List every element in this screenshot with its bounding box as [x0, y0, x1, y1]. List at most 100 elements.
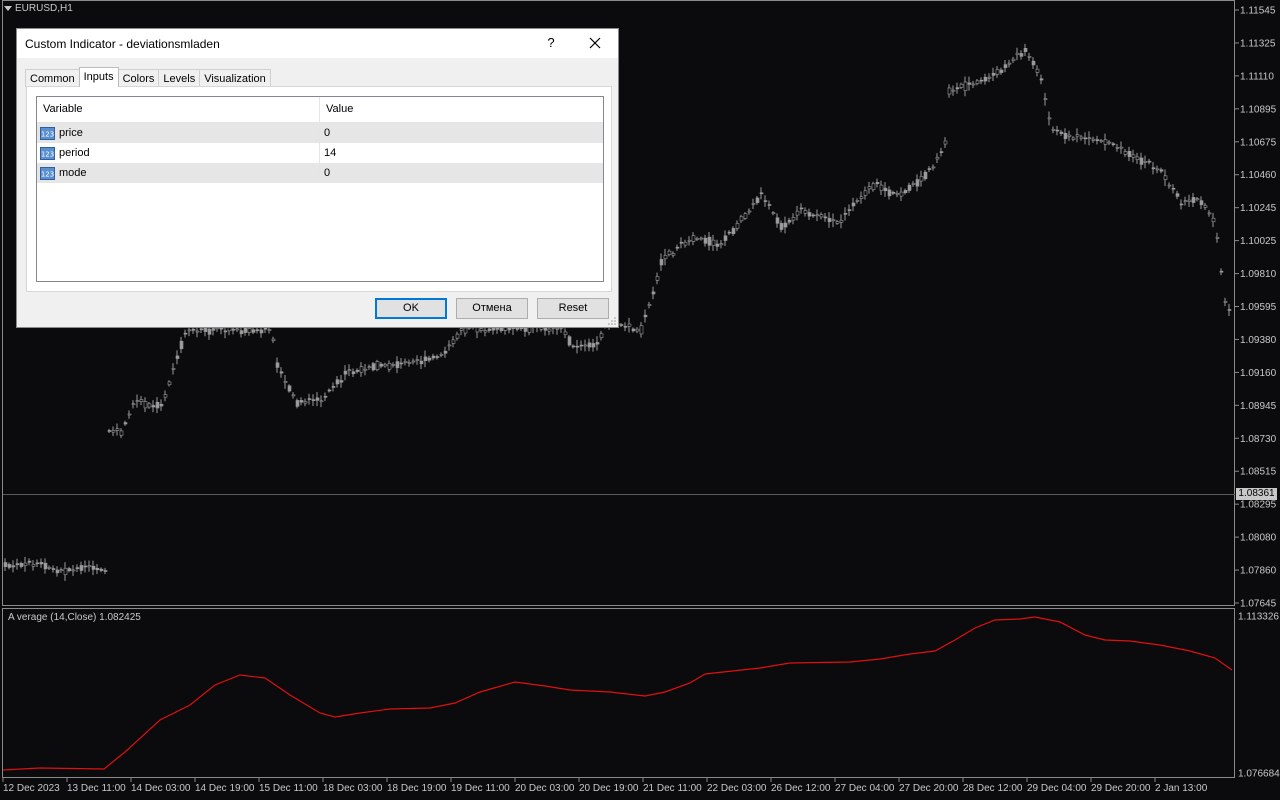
price-axis-label: 1.09595: [1240, 302, 1277, 313]
time-axis-label: 13 Dec 11:00: [67, 783, 126, 794]
candle-body: [751, 203, 756, 205]
price-axis-label: 1.10025: [1240, 236, 1277, 247]
candle-body: [847, 209, 852, 211]
tab-visualization[interactable]: Visualization: [199, 69, 271, 87]
candle-body: [151, 405, 156, 408]
candle-body: [1091, 138, 1096, 141]
candle-body: [91, 565, 96, 570]
param-row-price[interactable]: 123 price 0: [37, 123, 603, 143]
dialog-tabs: Common Inputs Colors Levels Visualizatio…: [25, 67, 271, 87]
cancel-button[interactable]: Отмена: [456, 298, 528, 319]
candle-body: [47, 566, 52, 569]
candle-body: [643, 314, 648, 318]
candle-body: [367, 366, 372, 368]
candle-body: [587, 342, 592, 348]
candle-body: [927, 168, 932, 170]
candle-body: [275, 362, 280, 368]
candle-body: [815, 214, 820, 217]
close-icon[interactable]: [585, 33, 605, 53]
time-axis-label: 14 Dec 03:00: [131, 783, 191, 794]
candle-body: [951, 89, 956, 92]
tab-colors[interactable]: Colors: [117, 69, 160, 87]
price-axis-label: 1.10675: [1240, 137, 1277, 148]
candle-body: [1159, 169, 1164, 172]
candle-body: [1215, 236, 1220, 239]
candle-body: [687, 239, 692, 242]
candle-body: [355, 369, 360, 372]
candle-body: [835, 221, 840, 224]
price-axis-label: 1.09810: [1240, 269, 1277, 280]
resize-grip-icon[interactable]: [608, 317, 616, 325]
reset-button[interactable]: Reset: [537, 298, 609, 319]
candle-body: [819, 214, 824, 218]
price-axis-label: 1.11110: [1240, 71, 1274, 82]
candle-body: [791, 217, 796, 221]
candle-body: [851, 202, 856, 207]
candle-body: [887, 189, 892, 197]
candle-body: [95, 568, 100, 571]
column-header-variable[interactable]: Variable: [37, 97, 320, 122]
candle-body: [623, 325, 628, 328]
candle-body: [319, 400, 324, 403]
candle-body: [703, 237, 708, 244]
candle-body: [39, 562, 44, 565]
candle-body: [63, 567, 68, 576]
param-name: mode: [59, 167, 87, 179]
candle-body: [647, 304, 652, 306]
candle-body: [139, 399, 144, 402]
candle-body: [591, 343, 596, 348]
param-value[interactable]: 14: [324, 147, 337, 159]
candle-body: [383, 363, 388, 367]
candle-body: [323, 395, 328, 398]
help-button[interactable]: ?: [547, 35, 555, 50]
candle-body: [171, 368, 176, 370]
symbol-label[interactable]: EURUSD,H1: [4, 3, 73, 14]
candle-body: [371, 363, 376, 371]
param-row-mode[interactable]: 123 mode 0: [37, 163, 603, 183]
candle-body: [735, 222, 740, 229]
candle-body: [1227, 309, 1232, 311]
time-axis-label: 18 Dec 19:00: [387, 783, 447, 794]
candle-body: [287, 385, 292, 392]
param-value[interactable]: 0: [324, 167, 331, 179]
candle-body: [159, 403, 164, 407]
column-header-value[interactable]: Value: [326, 103, 354, 115]
candle-body: [203, 327, 208, 332]
candle-body: [87, 565, 92, 568]
tab-common[interactable]: Common: [25, 69, 80, 87]
candle-body: [183, 332, 188, 335]
time-axis-label: 14 Dec 19:00: [195, 783, 255, 794]
candle-body: [423, 356, 428, 361]
candle-body: [15, 563, 20, 566]
candle-body: [663, 255, 668, 260]
candle-body: [23, 562, 28, 566]
dropdown-triangle-icon[interactable]: [4, 6, 12, 11]
candle-body: [1171, 187, 1176, 190]
candle-body: [1143, 161, 1148, 163]
param-row-period[interactable]: 123 period 14: [37, 143, 603, 163]
candle-body: [219, 327, 224, 330]
candle-body: [719, 243, 724, 246]
candle-body: [1075, 134, 1080, 137]
candle-body: [19, 563, 24, 567]
param-value[interactable]: 0: [324, 127, 331, 139]
candle-body: [379, 363, 384, 367]
candle-body: [431, 355, 436, 359]
indicator-label: A verage (14,Close) 1.082425: [8, 612, 141, 623]
candle-body: [903, 190, 908, 194]
ok-button[interactable]: OK: [375, 298, 447, 319]
candle-body: [895, 193, 900, 195]
candle-body: [207, 328, 212, 335]
candle-body: [375, 361, 380, 370]
candle-body: [1199, 200, 1204, 206]
tab-levels[interactable]: Levels: [158, 69, 201, 87]
candle-body: [875, 182, 880, 185]
candle-body: [167, 381, 172, 386]
price-axis-label: 1.08730: [1240, 434, 1277, 445]
candle-body: [635, 328, 640, 332]
candle-body: [451, 339, 456, 344]
indicator-axis-label: 1.076684: [1238, 769, 1280, 780]
candle-body: [843, 213, 848, 215]
candle-body: [659, 259, 664, 266]
tab-inputs[interactable]: Inputs: [78, 67, 119, 87]
